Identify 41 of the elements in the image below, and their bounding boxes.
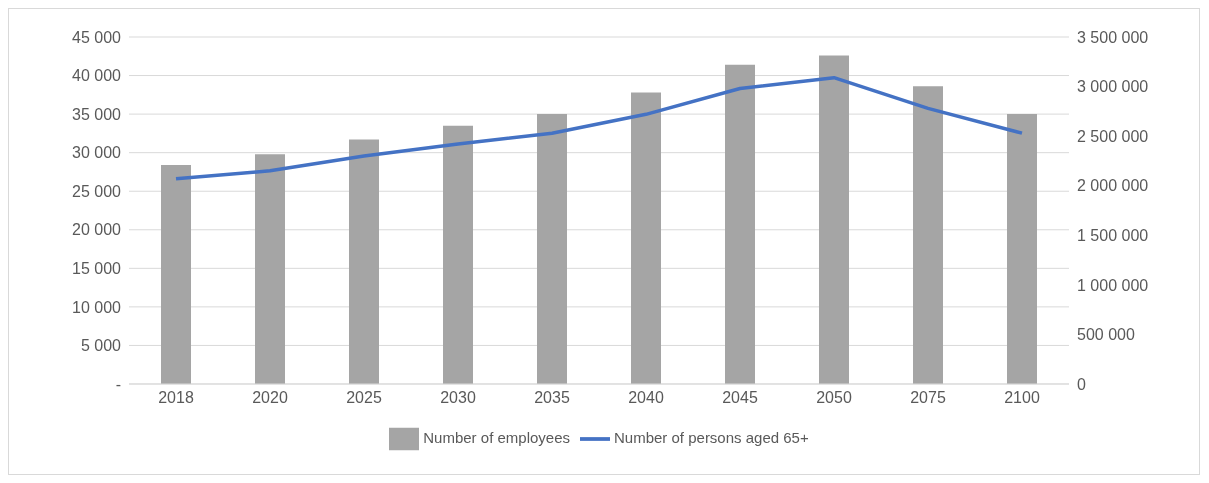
y-tick-label: 35 000 xyxy=(72,105,122,123)
bar xyxy=(631,92,661,384)
y-tick-label: 30 000 xyxy=(72,144,122,162)
x-tick-label: 2040 xyxy=(628,389,664,407)
x-tick-label: 2045 xyxy=(722,389,758,407)
y-tick-label: 25 000 xyxy=(72,182,122,200)
y-tick-label: - xyxy=(115,375,121,393)
y2-tick-label: 2 500 000 xyxy=(1077,127,1149,145)
bar xyxy=(255,154,285,384)
line-series xyxy=(174,75,1024,181)
legend-label: Number of employees xyxy=(423,428,570,446)
y2-tick-label: 2 000 000 xyxy=(1077,177,1149,195)
x-tick-label: 2018 xyxy=(158,389,194,407)
x-tick-label: 2075 xyxy=(910,389,946,407)
y-tick-label: 15 000 xyxy=(72,260,122,278)
y-tick-label: 40 000 xyxy=(72,67,122,85)
x-tick-label: 2025 xyxy=(346,389,382,407)
y2-tick-label: 500 000 xyxy=(1077,326,1135,344)
bar xyxy=(1007,114,1037,384)
y-tick-label: 45 000 xyxy=(72,28,122,46)
y-tick-label: 10 000 xyxy=(72,298,122,316)
bar xyxy=(819,55,849,384)
bar xyxy=(725,64,755,384)
y2-tick-label: 3 000 000 xyxy=(1077,78,1149,96)
legend-label: Number of persons aged 65+ xyxy=(614,428,809,446)
x-tick-label: 2035 xyxy=(534,389,570,407)
bar xyxy=(913,86,943,384)
y2-tick-label: 1 000 000 xyxy=(1077,276,1149,294)
x-tick-label: 2020 xyxy=(252,389,288,407)
y2-tick-label: 0 xyxy=(1077,375,1086,393)
bar xyxy=(443,125,473,384)
bar xyxy=(537,114,567,384)
x-tick-label: 2100 xyxy=(1004,389,1040,407)
x-tick-label: 2030 xyxy=(440,389,476,407)
y2-tick-label: 3 500 000 xyxy=(1077,28,1149,46)
bar xyxy=(349,139,379,384)
y-tick-label: 20 000 xyxy=(72,221,122,239)
y2-tick-label: 1 500 000 xyxy=(1077,226,1149,244)
y-tick-label: 5 000 xyxy=(80,337,122,355)
bar xyxy=(161,165,191,384)
x-tick-label: 2050 xyxy=(816,389,852,407)
